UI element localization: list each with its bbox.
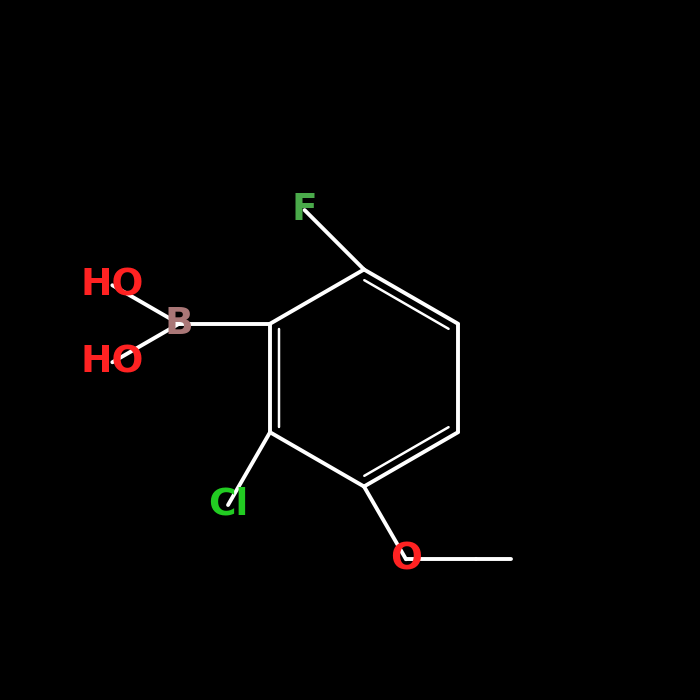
Text: HO: HO — [80, 344, 144, 380]
Text: O: O — [390, 541, 422, 578]
Text: HO: HO — [80, 267, 144, 303]
Text: B: B — [164, 306, 193, 342]
Text: F: F — [292, 192, 317, 228]
Text: Cl: Cl — [208, 487, 248, 523]
